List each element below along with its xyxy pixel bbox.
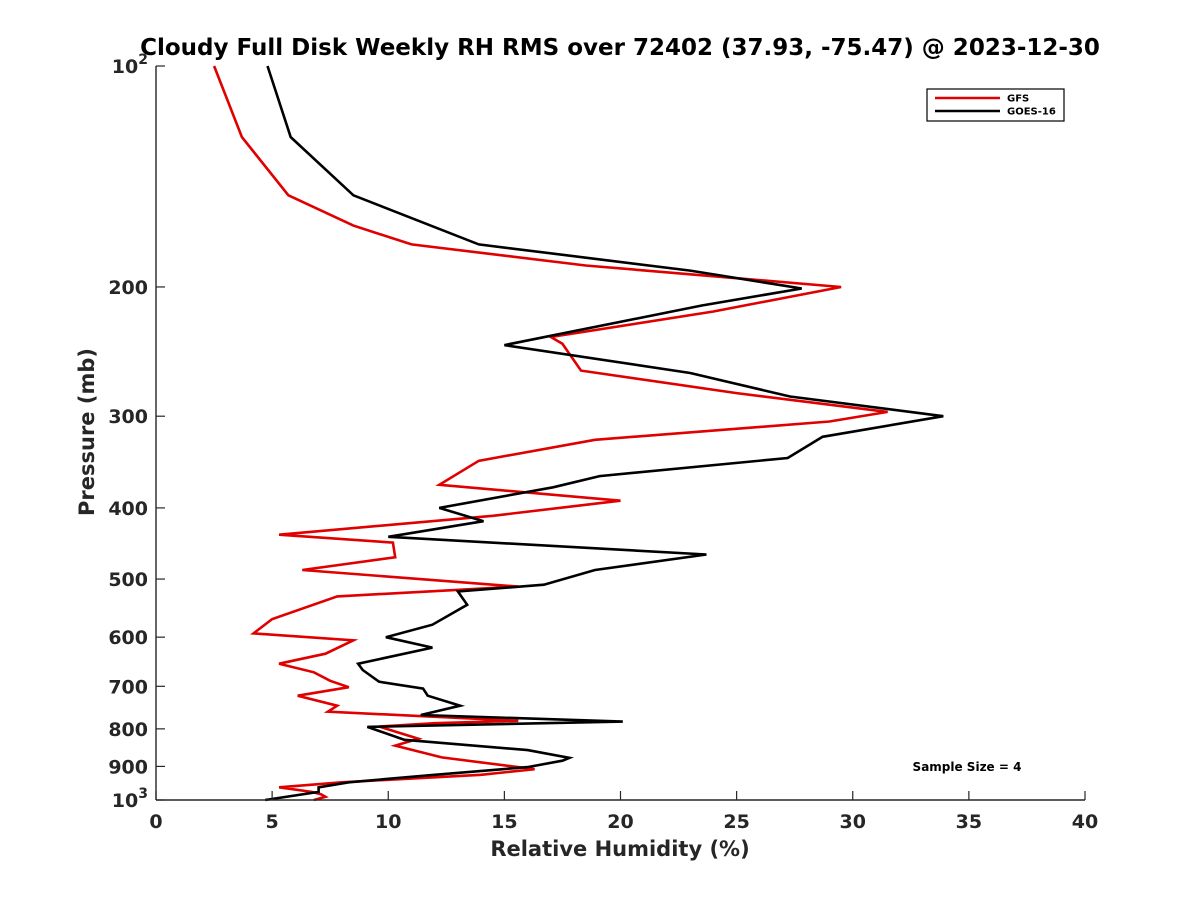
y-tick-label: 700	[108, 676, 148, 698]
axes-layer	[155, 66, 1085, 801]
legend-label: GOES-16	[1007, 107, 1056, 118]
x-axis-label: Relative Humidity (%)	[490, 837, 749, 861]
legend-box	[926, 88, 1065, 122]
y-tick-label: 600	[108, 627, 148, 649]
x-tick-label: 25	[723, 811, 749, 833]
x-tick-label: 20	[607, 811, 633, 833]
y-tick-label: 102	[112, 52, 148, 78]
x-tick-label: 0	[149, 811, 162, 833]
x-tick-label: 15	[491, 811, 517, 833]
chart-title: Cloudy Full Disk Weekly RH RMS over 7240…	[140, 35, 1100, 61]
y-tick-label: 200	[108, 277, 148, 299]
x-tick-label: 10	[375, 811, 401, 833]
y-tick-label: 103	[112, 786, 148, 812]
sample-size-annotation: Sample Size = 4	[913, 760, 1022, 774]
y-tick-label: 500	[108, 569, 148, 591]
y-tick-label: 400	[108, 498, 148, 520]
x-tick-label: 5	[266, 811, 279, 833]
y-axis-label: Pressure (mb)	[75, 348, 99, 516]
x-tick-label: 30	[840, 811, 866, 833]
series-line-goes-16	[265, 65, 944, 802]
series-layer	[212, 65, 944, 802]
series-line-gfs	[212, 65, 888, 802]
x-tick-label: 40	[1072, 811, 1098, 833]
legend: GFS GOES-16	[926, 88, 1065, 122]
y-tick-label: 300	[108, 406, 148, 428]
y-tick-label: 900	[108, 756, 148, 778]
ticks-layer: 0 5 10 15 20 25 30 35 40 102 200 300 400 500 600 700 800…	[108, 52, 1098, 833]
y-tick-label: 800	[108, 719, 148, 741]
x-tick-label: 35	[956, 811, 982, 833]
legend-label: GFS	[1007, 94, 1029, 105]
